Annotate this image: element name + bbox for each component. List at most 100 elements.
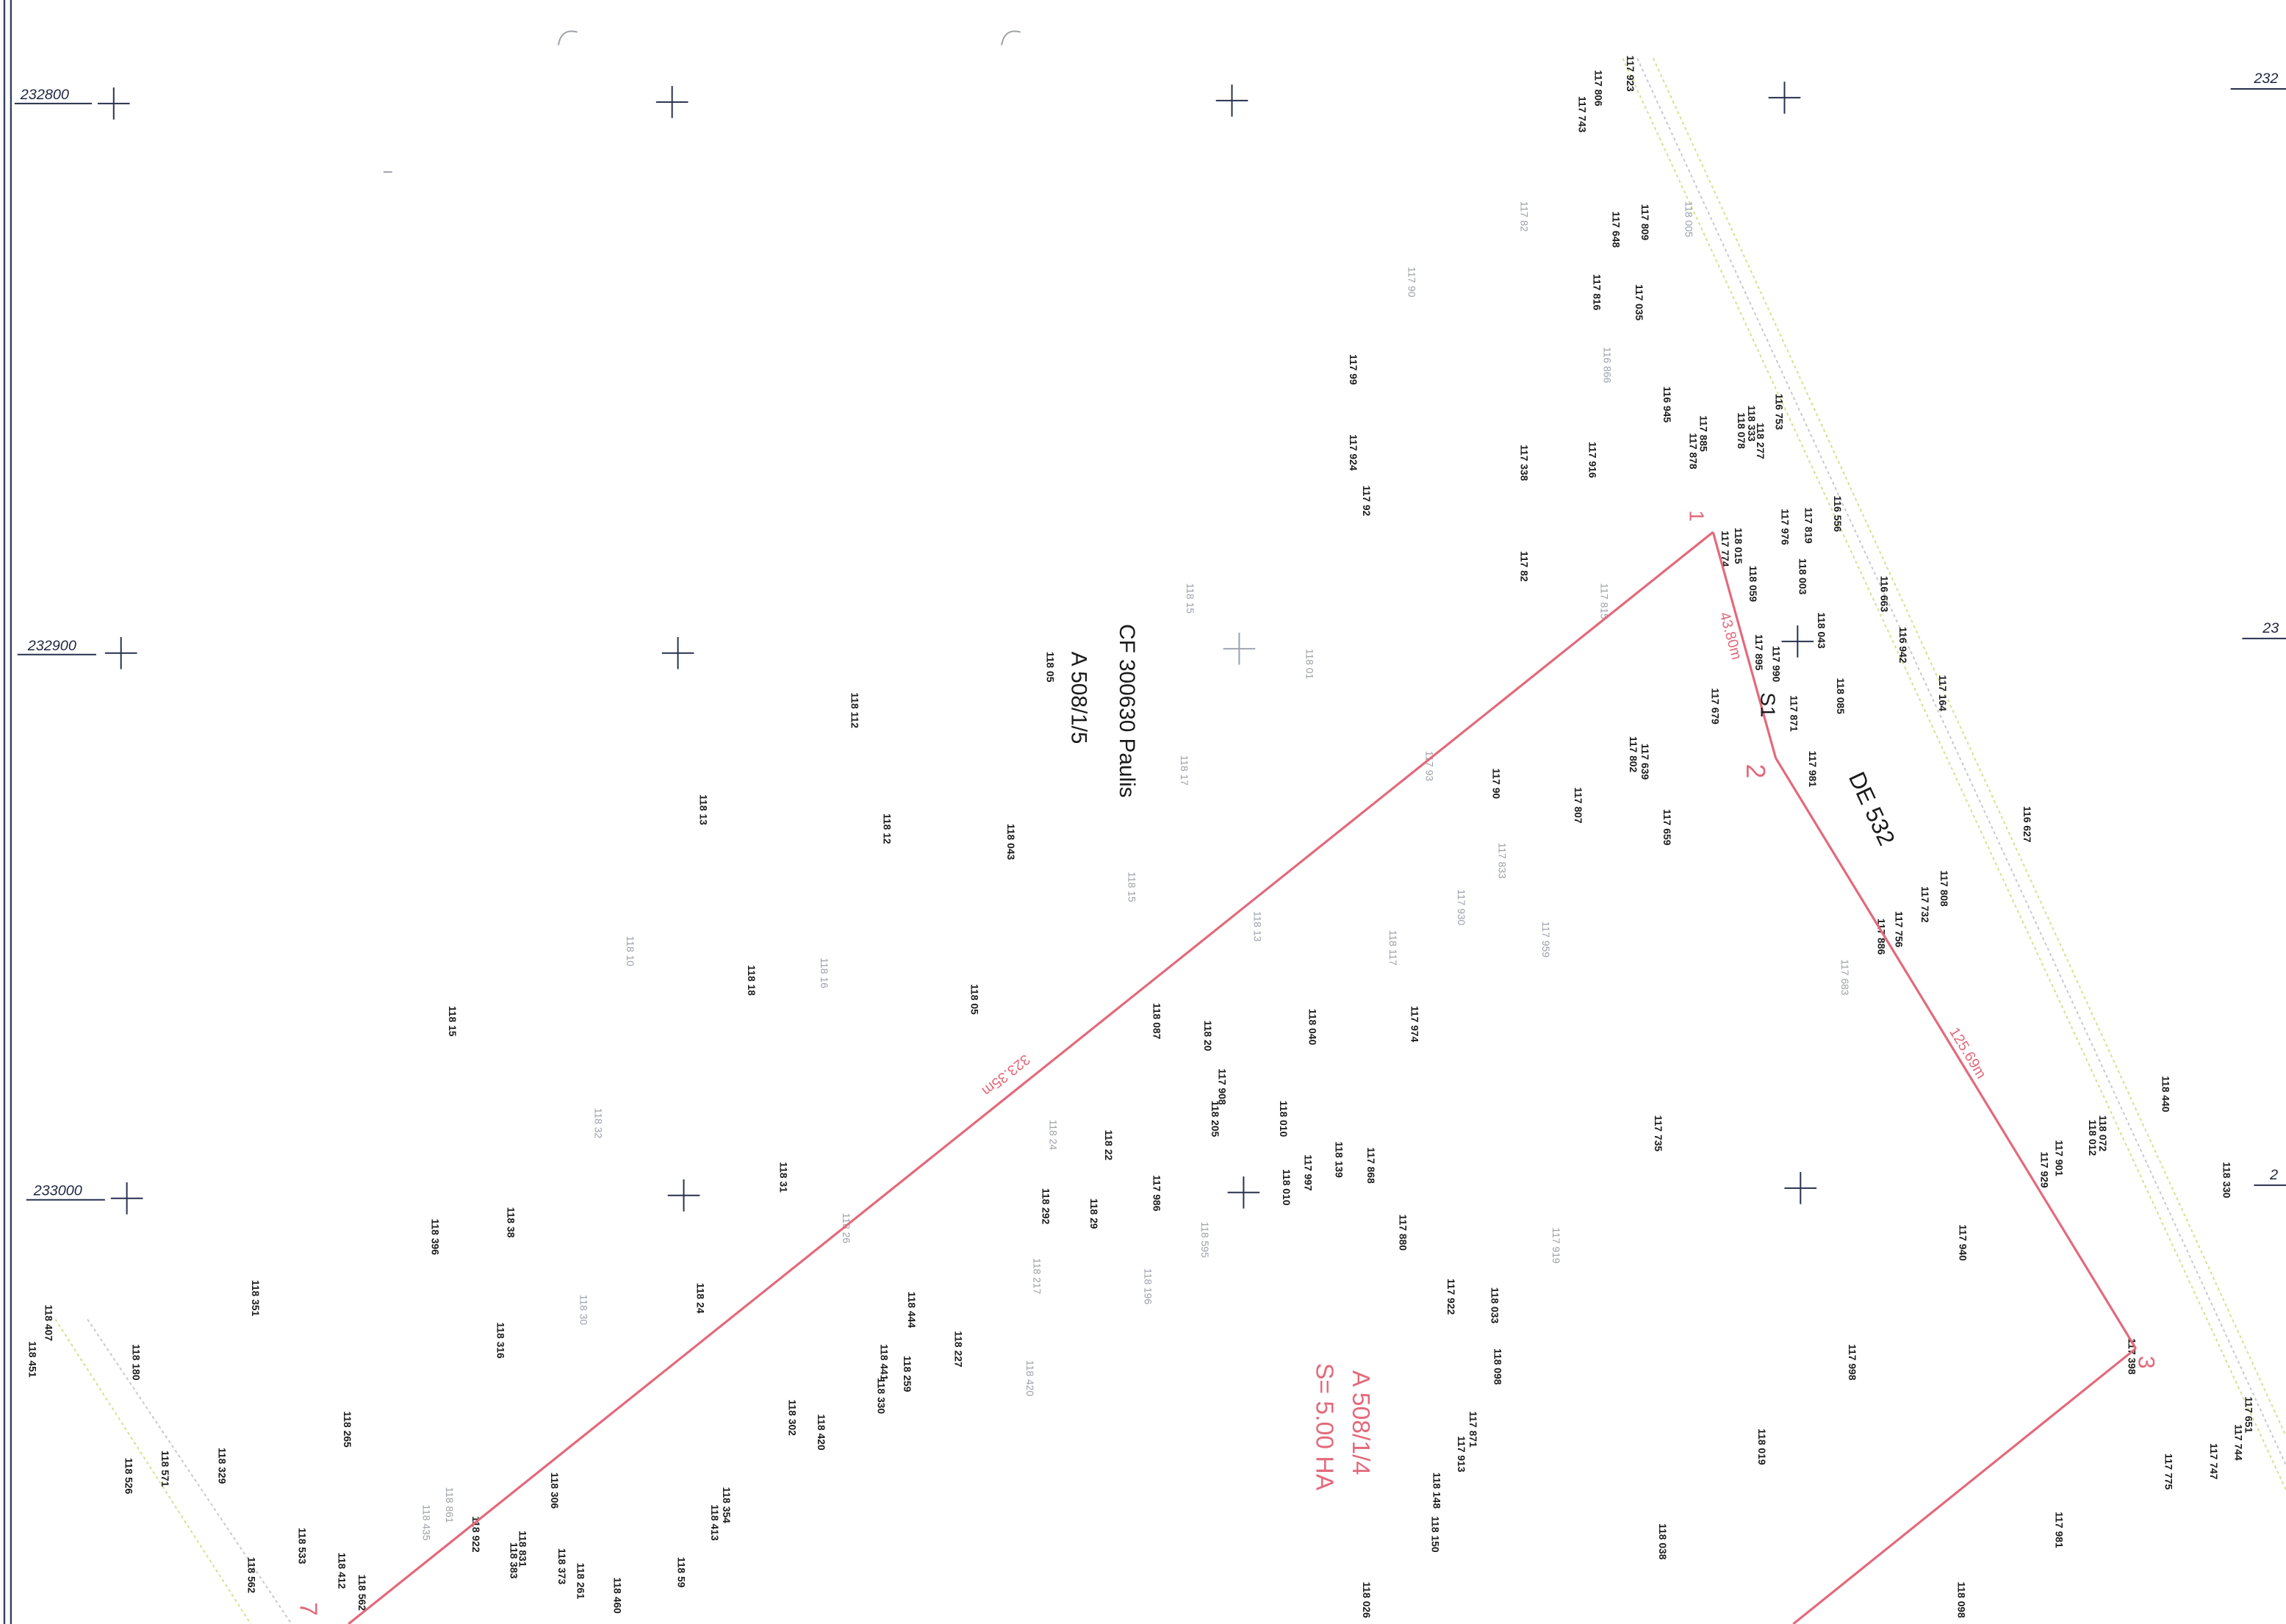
elevation-label: 117 659 (1661, 809, 1673, 846)
punch-mark (1001, 30, 1021, 46)
elevation-label: 118 407 (43, 1305, 55, 1342)
elevation-label: 117 922 (1445, 1279, 1457, 1315)
elevation-label: 117 82 (1518, 551, 1530, 582)
elevation-label: 118 526 (123, 1458, 135, 1495)
grid-crosshair (1215, 85, 1248, 117)
elevation-label: 117 990 (1771, 646, 1783, 683)
elevation-label: 118 038 (1657, 1523, 1669, 1560)
vertex-label-1: 1 (1686, 510, 1708, 521)
elevation-label: 118 112 (849, 692, 861, 728)
elevation-label: 118 150 (1429, 1516, 1441, 1553)
road-edge-line (1636, 57, 2286, 1466)
elevation-label: 118 072 (2097, 1115, 2109, 1152)
elevation-label: 118 033 (1489, 1287, 1501, 1324)
elevation-label: 118 012 (2087, 1120, 2099, 1157)
elevation-label: 117 747 (2208, 1443, 2220, 1480)
road-edges (54, 57, 2286, 1624)
elevation-label: 118 22 (1103, 1129, 1115, 1160)
elevation-label: 118 59 (676, 1557, 688, 1588)
grid-crosshair (1223, 632, 1256, 665)
elevation-label: 118 595 (1199, 1221, 1211, 1257)
elevation-label: 118 043 (1816, 612, 1827, 649)
road-edge-line (54, 1318, 252, 1624)
elevation-label: 118 861 (444, 1487, 456, 1523)
elevation-label: 116 556 (1832, 496, 1844, 533)
grid-crosshair (1784, 1172, 1817, 1204)
elevation-label: 117 802 (1628, 736, 1639, 773)
elevation-label: 117 90 (1491, 768, 1503, 799)
elevation-label: 117 338 (1518, 445, 1530, 481)
elevation-label: 118 533 (297, 1528, 309, 1564)
elevation-label: 117 743 (1577, 96, 1589, 133)
elevation-label: 118 13 (1251, 911, 1263, 942)
elevation-label: 117 895 (1753, 634, 1765, 671)
elevation-label: 117 908 (1217, 1068, 1229, 1105)
road-edge-line (87, 1318, 292, 1624)
grid-crosshair (110, 1182, 143, 1215)
elevation-label: 118 302 (786, 1399, 798, 1436)
elevation-label: 118 441 (878, 1344, 890, 1381)
elevation-label: 118 085 (1835, 678, 1847, 714)
grid-crosshair (655, 86, 689, 118)
station-label: S1 (1757, 692, 1780, 717)
elevation-label: 118 01 (1304, 649, 1316, 680)
elevation-label: 117 92 (1361, 486, 1373, 517)
elevation-label: 118 026 (1361, 1581, 1373, 1618)
elevation-label: 117 679 (1709, 688, 1721, 725)
elevation-label: 117 819 (1802, 507, 1814, 544)
elevation-label: 117 959 (1540, 921, 1552, 957)
elevation-label: 118 306 (549, 1473, 561, 1509)
elevation-label: 117 833 (1497, 843, 1509, 879)
elevation-label: 118 292 (1040, 1188, 1052, 1225)
elevation-label: 117 806 (1593, 70, 1605, 107)
punch-mark (557, 30, 578, 46)
elevation-label: 117 871 (1467, 1411, 1479, 1448)
elevation-label: 117 976 (1780, 509, 1791, 545)
elevation-label: 118 18 (746, 965, 758, 996)
elevation-label: 118 15 (1185, 583, 1196, 614)
elevation-label: 118 30 (578, 1295, 590, 1326)
road-edge-line (1622, 57, 2286, 1490)
elevation-label: 118 259 (902, 1356, 913, 1393)
elevation-label: 118 396 (429, 1218, 441, 1255)
elevation-label: 118 20 (1202, 1021, 1214, 1052)
elevation-label: 118 373 (556, 1548, 568, 1585)
elevation-label: 118 078 (1736, 412, 1747, 449)
elevation-label: 118 329 (217, 1448, 229, 1484)
elevation-label: 117 924 (1348, 434, 1359, 471)
elevation-label: 118 139 (1333, 1141, 1345, 1178)
elevation-label: 118 460 (611, 1578, 623, 1614)
elevation-label: 118 333 (1746, 406, 1758, 442)
elevation-label: 117 774 (1719, 531, 1731, 567)
boundary-side-1-2 (1711, 531, 1778, 759)
elevation-label: 118 205 (1210, 1101, 1221, 1138)
elevation-label: 118 29 (1088, 1199, 1100, 1229)
elevation-label: 116 753 (1774, 394, 1786, 431)
elevation-label: 117 815 (1598, 583, 1610, 619)
elevation-label: 118 005 (1683, 201, 1695, 237)
elevation-label: 118 316 (495, 1322, 507, 1359)
boundary-side-2-3 (1775, 757, 2137, 1349)
elevation-label: 118 412 (336, 1553, 348, 1589)
elevation-label: 118 32 (592, 1108, 604, 1139)
elevation-label: 118 451 (27, 1341, 39, 1378)
elevation-label: 117 93 (1423, 751, 1435, 782)
elevation-label: 118 15 (447, 1006, 459, 1037)
elevation-label: 118 562 (356, 1575, 368, 1612)
grid-labels: 232800 232900 233000 232 23 2 (14, 71, 2286, 1201)
elevation-label: 117 164 (1937, 675, 1949, 712)
vertex-label-3: 3 (2134, 1356, 2160, 1369)
elevation-label: 117 871 (1788, 695, 1800, 732)
elevation-label: 117 981 (1807, 751, 1819, 788)
elevation-label: 118 571 (159, 1451, 171, 1487)
boundary-side-3-south (1792, 1347, 2137, 1624)
elevation-label: 117 929 (2039, 1151, 2051, 1188)
elevation-label: 116 945 (1661, 387, 1673, 423)
boundary-side-7-1 (348, 531, 1714, 1624)
elevation-label: 118 435 (420, 1504, 432, 1540)
grid-crosshair (667, 1179, 700, 1212)
elevation-label: 118 217 (1032, 1258, 1043, 1294)
elevation-label: 118 351 (250, 1280, 262, 1317)
elevation-label: 118 10 (625, 936, 636, 967)
